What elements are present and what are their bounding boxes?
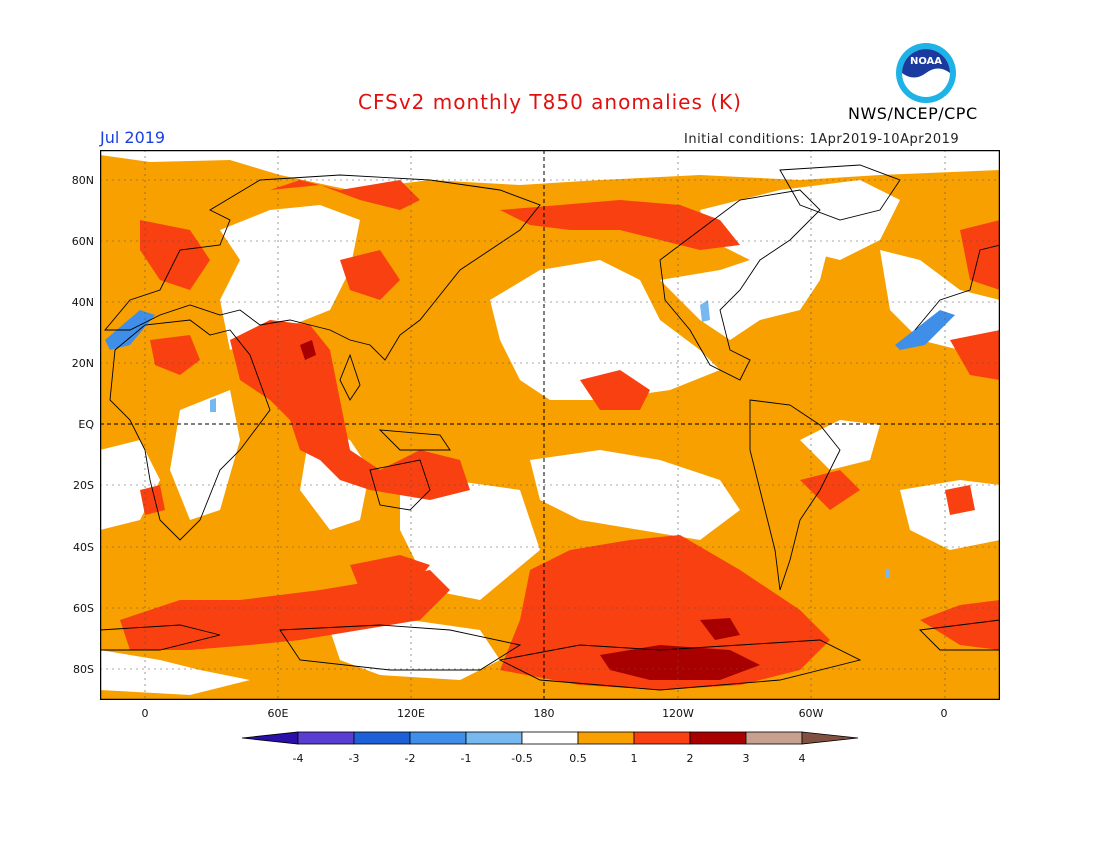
lon-label: 60W — [798, 707, 824, 720]
lat-label: 40S — [73, 541, 94, 554]
noaa-logo-text: NOAA — [910, 56, 942, 67]
colorbar-cell — [241, 731, 299, 745]
lat-label: 60S — [73, 602, 94, 615]
coastlines — [100, 164, 1000, 691]
lon-label: 120W — [662, 707, 694, 720]
colorbar-cell — [689, 731, 747, 745]
lon-label: 0 — [141, 707, 149, 720]
colorbar-cell — [353, 731, 411, 745]
colorbar-cell — [409, 731, 467, 745]
initial-conditions: Initial conditions: 1Apr2019-10Apr2019 — [684, 132, 960, 147]
lat-label: EQ — [78, 418, 94, 431]
graticule — [100, 150, 1000, 700]
org-label: NWS/NCEP/CPC — [848, 104, 978, 123]
strong-warm-anomaly-regions — [300, 340, 760, 680]
lat-label: 20N — [71, 357, 94, 370]
colorbar-label: 4 — [798, 752, 806, 765]
lat-label: 20S — [73, 479, 94, 492]
colorbar-label: -4 — [292, 752, 304, 765]
lon-label: 120E — [397, 707, 425, 720]
colorbar — [241, 731, 859, 745]
noaa-logo: NOAA — [896, 43, 956, 103]
colorbar-label: -2 — [404, 752, 416, 765]
map-title: CFSv2 monthly T850 anomalies (K) — [358, 90, 742, 114]
map-frame — [100, 150, 1000, 700]
anomaly-map — [100, 150, 1000, 700]
forecast-month: Jul 2019 — [100, 128, 166, 147]
colorbar-cell — [521, 731, 579, 745]
colorbar-cell — [801, 731, 859, 745]
colorbar-cell — [745, 731, 803, 745]
lat-label: 80S — [73, 663, 94, 676]
lat-label: 40N — [71, 296, 94, 309]
lat-label: 60N — [71, 235, 94, 248]
colorbar-label: -3 — [348, 752, 360, 765]
lon-label: 0 — [940, 707, 948, 720]
warm-anomaly-regions — [120, 180, 1000, 690]
colorbar-label: -0.5 — [511, 752, 533, 765]
colorbar-label: -1 — [460, 752, 472, 765]
colorbar-label: 1 — [630, 752, 638, 765]
colorbar-label: 3 — [742, 752, 750, 765]
lon-label: 180 — [533, 707, 555, 720]
neutral-anomaly-regions — [100, 150, 1000, 695]
lat-label: 80N — [71, 174, 94, 187]
colorbar-label: 2 — [686, 752, 694, 765]
reference-lines — [100, 150, 1000, 700]
colorbar-cell — [465, 731, 523, 745]
lon-label: 60E — [267, 707, 289, 720]
colorbar-cell — [577, 731, 635, 745]
colorbar-cell — [297, 731, 355, 745]
colorbar-cell — [633, 731, 691, 745]
colorbar-label: 0.5 — [569, 752, 587, 765]
